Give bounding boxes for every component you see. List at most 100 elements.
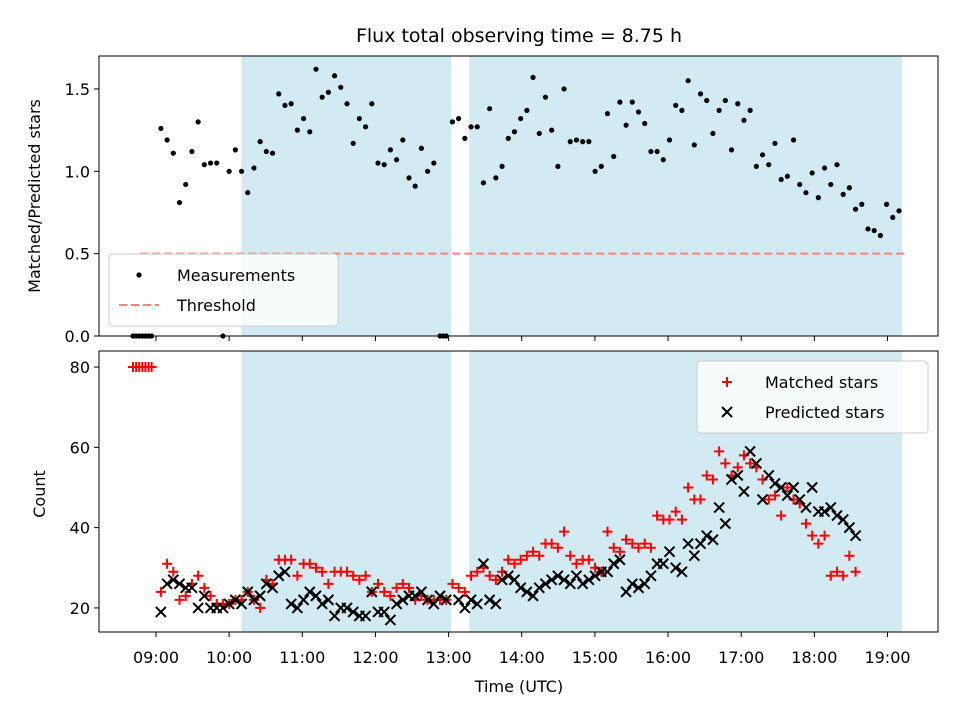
predicted-point [242, 586, 254, 598]
predicted-point [347, 606, 359, 618]
matched-point [565, 550, 576, 561]
predicted-point [459, 602, 471, 614]
measurement-point [654, 148, 660, 155]
measurement-point [499, 163, 505, 169]
predicted-point [539, 578, 552, 590]
observing-interval-1 [469, 56, 903, 336]
y-tick-label: 60 [70, 438, 90, 457]
predicted-point [763, 469, 775, 482]
predicted-point [186, 582, 198, 594]
legend-marker [721, 406, 733, 418]
matched-point [354, 574, 365, 585]
measurement-point [356, 115, 362, 122]
measurement-point [809, 170, 815, 176]
matched-point [683, 482, 694, 493]
measurement-point [158, 125, 164, 132]
measurement-point [673, 102, 679, 109]
y-tick-label: 0.5 [65, 245, 90, 264]
measurement-point [598, 163, 604, 169]
measurement-point [778, 176, 784, 183]
measurement-point [803, 190, 809, 196]
axes-frame [98, 350, 939, 633]
predicted-point [217, 602, 229, 614]
predicted-point [682, 537, 694, 550]
matched-point [528, 546, 539, 557]
measurement-point [629, 99, 635, 105]
matched-point [769, 490, 780, 501]
measurement-point [759, 152, 766, 158]
matched-point [515, 554, 526, 565]
matched-point [397, 578, 408, 589]
predicted-point [632, 582, 645, 594]
predicted-point [359, 610, 372, 622]
predicted-point [223, 598, 235, 610]
matched-point [404, 582, 415, 593]
predicted-point [328, 610, 341, 622]
matched-point [844, 550, 855, 561]
measurement-point [294, 127, 300, 133]
matched-point [205, 590, 216, 601]
measurement-point [834, 162, 840, 168]
predicted-point [279, 566, 291, 578]
y-tick-label: 80 [70, 358, 90, 377]
measurement-point [567, 139, 573, 145]
predicted-point [397, 594, 409, 606]
predicted-point [173, 578, 186, 590]
predicted-point [440, 594, 452, 606]
measurement-point [449, 119, 456, 125]
predicted-point [508, 574, 521, 586]
predicted-point [297, 594, 310, 606]
measurement-point [555, 163, 561, 169]
predicted-point [645, 570, 657, 582]
measurement-point [524, 107, 530, 113]
x-tick-label: 11:00 [279, 648, 325, 667]
matched-point [174, 594, 185, 605]
measurement-point [406, 175, 412, 181]
matched-point [304, 558, 315, 569]
measurement-point [741, 117, 747, 123]
predicted-point [601, 566, 614, 578]
predicted-point [657, 558, 670, 570]
series-measurements [130, 66, 902, 339]
predicted-point [818, 505, 831, 518]
predicted-point [775, 481, 787, 494]
matched-point [490, 574, 501, 585]
x-axis-label: Time (UTC) [474, 677, 563, 696]
predicted-point [707, 533, 719, 546]
predicted-point [521, 586, 533, 598]
measurement-point [877, 232, 883, 239]
series-matched-stars [128, 362, 861, 613]
predicted-point [781, 489, 794, 502]
matched-point [850, 566, 861, 577]
legend-marker [136, 272, 142, 278]
predicted-point [725, 473, 738, 486]
top-y-axis-label: Matched/Predicted stars [25, 99, 44, 293]
measurement-point [263, 148, 269, 155]
predicted-point [756, 493, 769, 506]
predicted-point [738, 485, 750, 498]
x-tick-label: 13:00 [426, 648, 472, 667]
measurement-point [307, 129, 313, 135]
predicted-point [787, 481, 800, 494]
matched-point [453, 582, 464, 593]
predicted-point [732, 469, 744, 482]
matched-point [614, 546, 625, 557]
measurement-point [722, 97, 728, 104]
predicted-point [483, 594, 496, 606]
measurement-point [400, 137, 406, 143]
predicted-point [750, 457, 763, 470]
matched-point [782, 482, 793, 493]
measurement-point [716, 107, 722, 113]
predicted-point [576, 578, 589, 590]
measurement-point [300, 115, 307, 122]
measurement-point [257, 139, 263, 145]
measurement-point [735, 101, 741, 107]
matched-point [831, 566, 842, 577]
measurement-point [226, 168, 232, 174]
measurement-point [338, 84, 344, 90]
predicted-point [310, 590, 322, 602]
matched-point [571, 558, 582, 569]
measurement-point [710, 130, 716, 137]
measurement-point [170, 150, 176, 156]
axes-frame [98, 55, 939, 337]
